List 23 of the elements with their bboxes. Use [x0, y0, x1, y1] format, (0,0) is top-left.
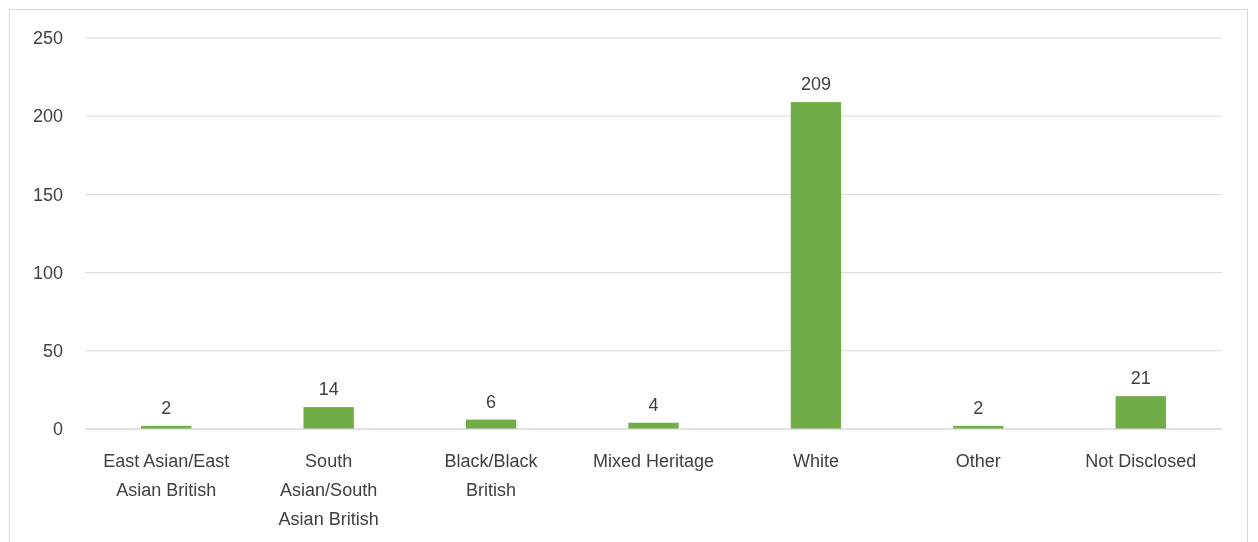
- x-tick-label: Not Disclosed: [1085, 451, 1197, 471]
- data-label: 209: [800, 74, 831, 95]
- bar: [790, 102, 842, 429]
- x-tick-label: South Asian/South Asian British: [278, 451, 379, 529]
- x-tick-label: Other: [955, 451, 1001, 471]
- y-tick-label: 100: [32, 262, 63, 283]
- y-tick-label: 0: [52, 419, 63, 440]
- data-label: 14: [318, 379, 339, 400]
- y-tick-label: 150: [32, 184, 63, 205]
- data-label: 6: [486, 391, 497, 412]
- bar: [1115, 396, 1166, 429]
- data-label: 4: [648, 394, 659, 415]
- x-tick-label: White: [792, 451, 839, 471]
- data-label: 21: [1130, 368, 1151, 389]
- bar: [303, 407, 354, 429]
- x-tick-label: Black/Black British: [444, 451, 539, 500]
- y-tick-label: 200: [32, 106, 63, 127]
- y-tick-label: 50: [42, 341, 63, 362]
- y-tick-label: 250: [32, 28, 63, 49]
- x-tick-label: East Asian/East Asian British: [103, 451, 230, 500]
- x-tick-label: Mixed Heritage: [592, 451, 715, 471]
- data-label: 2: [161, 397, 172, 418]
- data-label: 2: [973, 397, 984, 418]
